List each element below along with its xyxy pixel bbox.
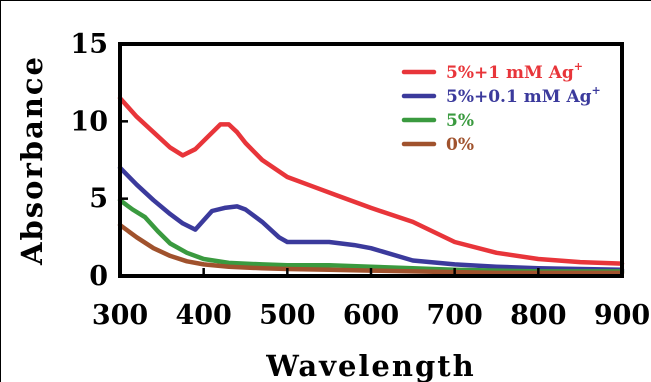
legend-label-3: 5% <box>446 111 474 131</box>
legend-label-1: 5%+1 mM Ag+ <box>446 60 583 83</box>
x-tick-label: 800 <box>510 300 566 331</box>
y-tick-label: 0 <box>89 261 108 292</box>
x-axis-title: Wavelength <box>265 349 475 382</box>
series-layer <box>117 95 625 276</box>
x-tick-label: 500 <box>259 300 315 331</box>
y-tick-label: 10 <box>70 106 108 137</box>
legend-label-sup: + <box>574 60 583 73</box>
y-tick-label: 5 <box>89 184 108 215</box>
legend-label-sup: + <box>592 84 601 97</box>
series-line-1 <box>117 95 625 266</box>
legend-label-4: 0% <box>446 135 474 155</box>
x-tick-label: 700 <box>426 300 482 331</box>
y-tick-label: 15 <box>70 29 108 60</box>
y-axis-title: Absorbance <box>15 55 49 266</box>
tick-layer: 300 400 500 600 700 800 900 0 5 10 15 <box>70 29 650 331</box>
series-line-2 <box>117 165 625 273</box>
legend-label-2: 5%+0.1 mM Ag+ <box>446 84 601 107</box>
x-tick-label: 900 <box>594 300 650 331</box>
x-tick-label: 300 <box>92 300 148 331</box>
x-tick-label: 400 <box>175 300 231 331</box>
legend: 5%+1 mM Ag+5%+0.1 mM Ag+ 5% 0% <box>401 60 601 155</box>
x-tick-label: 600 <box>343 300 399 331</box>
